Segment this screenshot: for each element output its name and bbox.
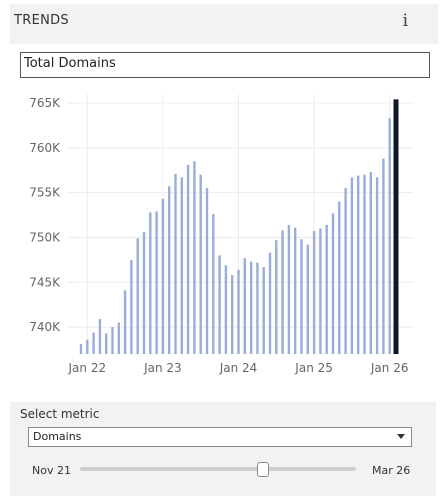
chart-bar[interactable] <box>312 231 316 354</box>
chart-bar[interactable] <box>306 244 309 354</box>
chart-bar[interactable] <box>281 230 284 354</box>
chart-bar[interactable] <box>357 175 360 354</box>
highlighted-bar[interactable] <box>393 99 399 355</box>
chart-bar[interactable] <box>262 267 265 354</box>
x-tick-label: Jan 25 <box>294 361 333 375</box>
chart-bar[interactable] <box>243 258 246 354</box>
y-axis-labels: 740K 745K 750K 755K 760K 765K <box>29 96 61 334</box>
x-tick-label: Jan 24 <box>219 361 258 375</box>
chart-bar[interactable] <box>294 227 297 354</box>
chart-bar[interactable] <box>79 344 83 354</box>
x-tick-label: Jan 26 <box>370 361 409 375</box>
chart-bar[interactable] <box>369 172 372 354</box>
chart-bar[interactable] <box>331 213 335 354</box>
slider-thumb[interactable] <box>257 462 270 477</box>
chart-bar[interactable] <box>98 319 102 354</box>
chart-bar[interactable] <box>268 252 272 354</box>
chart-bar[interactable] <box>344 188 347 354</box>
chart-bar[interactable] <box>375 177 379 354</box>
metric-title: Total Domains <box>24 56 116 71</box>
range-end-label: Mar 26 <box>372 464 411 477</box>
chart-bar[interactable] <box>338 201 341 354</box>
chart-bar[interactable] <box>275 240 278 354</box>
y-tick-label: 740K <box>29 320 61 334</box>
metric-select[interactable]: Domains <box>28 427 412 447</box>
chart-bar[interactable] <box>199 174 202 354</box>
chart-bar[interactable] <box>105 333 108 354</box>
chart-bar[interactable] <box>388 118 391 354</box>
chart-bar[interactable] <box>86 339 89 354</box>
chart-bar[interactable] <box>218 255 221 354</box>
chart-bar[interactable] <box>149 212 152 354</box>
chart-bar[interactable] <box>212 214 215 354</box>
chart-bar[interactable] <box>193 161 196 354</box>
x-tick-label: Jan 23 <box>143 361 182 375</box>
chart-bar[interactable] <box>256 262 259 354</box>
chart-bar[interactable] <box>363 174 366 354</box>
x-axis-labels: Jan 22 Jan 23 Jan 24 Jan 25 Jan 26 <box>68 361 409 375</box>
chart-bar[interactable] <box>186 164 190 354</box>
chart-bar[interactable] <box>231 275 234 354</box>
chart-bar[interactable] <box>224 265 228 354</box>
chart-bar[interactable] <box>142 232 146 354</box>
chart-bar[interactable] <box>249 261 253 354</box>
chart-bar[interactable] <box>287 224 291 354</box>
chart-bar[interactable] <box>168 186 171 354</box>
chart-bar[interactable] <box>161 198 165 354</box>
y-tick-label: 765K <box>29 96 61 110</box>
chart-bar[interactable] <box>174 173 177 354</box>
chart-bar[interactable] <box>155 211 158 354</box>
select-metric-label: Select metric <box>20 407 100 421</box>
y-tick-label: 745K <box>29 275 61 289</box>
metric-select-value: Domains <box>33 430 82 443</box>
chart-bar[interactable] <box>92 332 95 354</box>
chart-bar[interactable] <box>237 269 240 354</box>
chart-grid <box>68 94 414 354</box>
chart-bar[interactable] <box>325 224 328 354</box>
chart-bar[interactable] <box>136 238 139 354</box>
chart-bar[interactable] <box>319 228 322 354</box>
chart-bar[interactable] <box>123 290 127 354</box>
chart-bars <box>79 99 399 355</box>
range-start-label: Nov 21 <box>32 464 71 477</box>
chevron-down-icon <box>397 434 405 439</box>
y-tick-label: 750K <box>29 230 61 244</box>
trends-header: TRENDS i <box>10 4 438 44</box>
metric-title-box: Total Domains <box>20 52 430 78</box>
trend-chart: 740K 745K 750K 755K 760K 765K Jan 22 Jan 23 Jan… <box>18 94 430 386</box>
y-tick-label: 755K <box>29 186 61 200</box>
x-tick-label: Jan 22 <box>68 361 107 375</box>
controls-panel <box>10 402 436 496</box>
info-icon[interactable]: i <box>402 11 408 31</box>
chart-bar[interactable] <box>111 327 114 354</box>
chart-bar[interactable] <box>350 177 354 354</box>
date-range-slider[interactable] <box>80 467 356 471</box>
chart-bar[interactable] <box>300 239 303 354</box>
chart-bar[interactable] <box>180 177 183 354</box>
chart-bar[interactable] <box>382 158 385 354</box>
chart-bar[interactable] <box>205 188 209 354</box>
trends-title: TRENDS <box>14 13 69 28</box>
chart-bar[interactable] <box>117 322 120 354</box>
chart-bar[interactable] <box>130 259 133 354</box>
y-tick-label: 760K <box>29 141 61 155</box>
